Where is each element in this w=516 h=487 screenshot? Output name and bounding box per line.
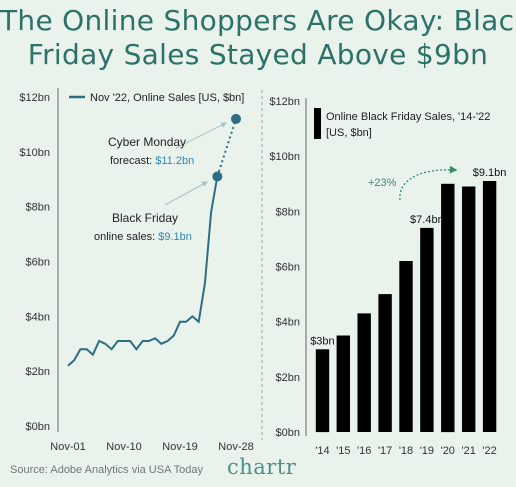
line-chart-x-ticks: Nov-01 Nov-10 Nov-19 Nov-28 bbox=[50, 441, 253, 453]
bar-x-tick-label: '17 bbox=[378, 445, 392, 457]
growth-label: +23% bbox=[368, 177, 397, 189]
bar-x-tick-label: '22 bbox=[482, 445, 496, 457]
black-friday-pointer bbox=[164, 181, 209, 206]
cyber-monday-pointer bbox=[175, 122, 228, 149]
bar-data-label: $7.4bn bbox=[410, 214, 444, 226]
line-y-tick-label: $4bn bbox=[26, 311, 50, 323]
brand-logo: chartr bbox=[227, 455, 297, 479]
bar-y-tick-label: $6bn bbox=[276, 262, 300, 274]
black-friday-point bbox=[212, 171, 223, 182]
bar-x-tick-label: '15 bbox=[336, 445, 350, 457]
bar-x-tick-label: '16 bbox=[357, 445, 371, 457]
bar bbox=[482, 181, 497, 432]
title-line-1: The Online Shoppers Are Okay: Black bbox=[0, 4, 516, 37]
bar-chart-x-ticks: '14 '15 '16 '17 '18 '19 '20 '21 '22 bbox=[315, 445, 496, 457]
line-series bbox=[67, 176, 219, 367]
bar-x-tick-label: '18 bbox=[399, 445, 413, 457]
bar-legend-swatch bbox=[314, 108, 321, 139]
bar bbox=[441, 183, 455, 433]
black-friday-label: Black Friday bbox=[112, 211, 178, 225]
line-y-tick-label: $8bn bbox=[26, 202, 50, 214]
bar bbox=[399, 261, 413, 432]
bar-chart-y-ticks: $0bn $2bn $4bn $6bn $8bn $10bn $12bn bbox=[269, 96, 300, 439]
bar-data-label: $9.1bn bbox=[473, 167, 507, 179]
title-line-2: Friday Sales Stayed Above $9bn bbox=[27, 38, 489, 71]
source-note: Source: Adobe Analytics via USA Today bbox=[10, 464, 204, 476]
bar-data-label: $3bn bbox=[310, 335, 334, 347]
line-y-tick-label: $0bn bbox=[26, 421, 50, 433]
bar-y-tick-label: $0bn bbox=[276, 427, 300, 439]
bar-x-tick-label: '20 bbox=[441, 445, 455, 457]
line-chart-y-ticks: $0bn $2bn $4bn $6bn $8bn $10bn $12bn bbox=[19, 92, 50, 433]
line-y-tick-label: $6bn bbox=[26, 257, 50, 269]
forecast-line bbox=[216, 118, 237, 177]
bar bbox=[357, 313, 371, 432]
bar bbox=[336, 335, 350, 432]
line-y-tick-label: $2bn bbox=[26, 366, 50, 378]
bar bbox=[315, 349, 330, 433]
bar-y-tick-label: $8bn bbox=[276, 206, 300, 218]
bar-legend-line-2: [US, $bn] bbox=[326, 127, 372, 139]
bar-y-tick-label: $4bn bbox=[276, 317, 300, 329]
bar-x-tick-label: '14 bbox=[315, 445, 329, 457]
cyber-monday-label: Cyber Monday bbox=[108, 135, 186, 149]
line-legend-label: Nov '22, Online Sales [US, $bn] bbox=[90, 92, 244, 104]
line-x-tick-label: Nov-10 bbox=[106, 441, 141, 453]
growth-arrow bbox=[399, 165, 458, 201]
cyber-monday-point bbox=[231, 113, 241, 124]
page-title: The Online Shoppers Are Okay: Black Frid… bbox=[0, 4, 516, 72]
bar-y-tick-label: $10bn bbox=[269, 151, 300, 163]
bar bbox=[378, 294, 392, 432]
line-y-tick-label: $12bn bbox=[19, 92, 50, 104]
line-x-tick-label: Nov-19 bbox=[162, 441, 197, 453]
black-friday-value-label: online sales: $9.1bn bbox=[94, 231, 192, 243]
cyber-monday-value-label: forecast: $11.2bn bbox=[110, 155, 194, 167]
bar bbox=[420, 227, 434, 432]
bar-legend-line-1: Online Black Friday Sales, '14-'22 bbox=[326, 111, 490, 123]
line-x-tick-label: Nov-28 bbox=[218, 441, 253, 453]
bar-data-labels: $3bn $7.4bn $9.1bn bbox=[310, 167, 506, 347]
bar bbox=[462, 186, 476, 432]
bar-y-tick-label: $12bn bbox=[269, 96, 300, 108]
line-x-tick-label: Nov-01 bbox=[50, 441, 85, 453]
bar-chart: $0bn $2bn $4bn $6bn $8bn $10bn $12bn '14 '15 '16… bbox=[269, 96, 506, 457]
bar-x-tick-label: '19 bbox=[420, 445, 434, 457]
bar-y-tick-label: $2bn bbox=[276, 372, 300, 384]
line-chart: $0bn$2bn$4bn$6bn$8bn$10bn$12bn Nov-01 Nov… bbox=[19, 88, 254, 453]
bar-x-tick-label: '21 bbox=[461, 445, 475, 457]
bar-series bbox=[315, 181, 497, 433]
line-y-tick-label: $10bn bbox=[19, 147, 50, 159]
